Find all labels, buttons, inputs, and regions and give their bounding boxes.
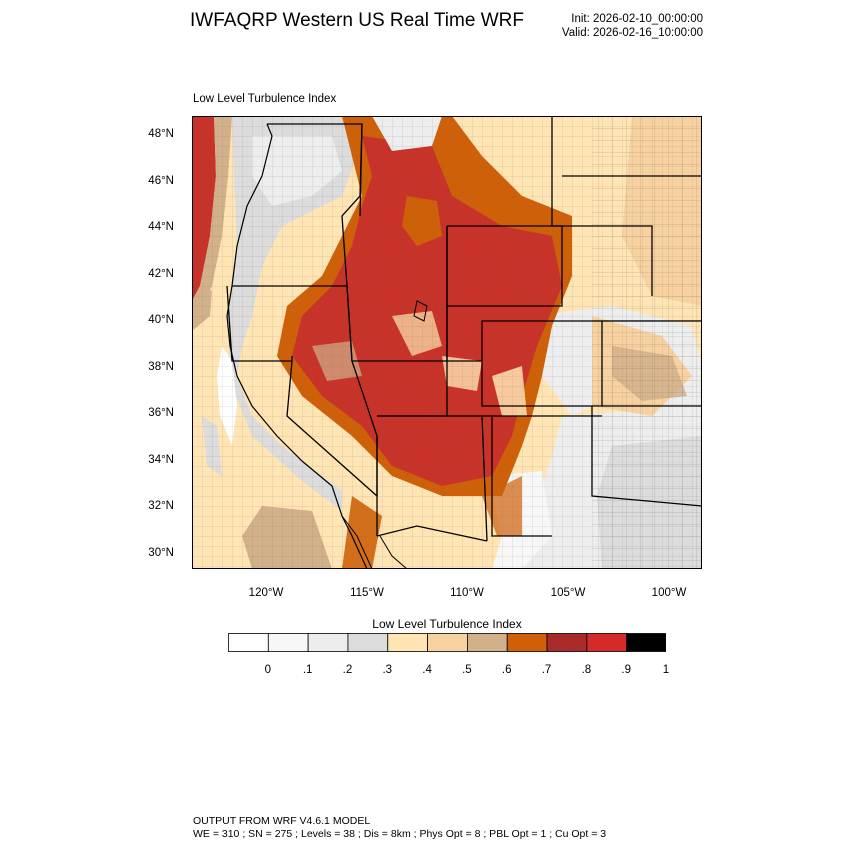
colorbar	[228, 633, 666, 652]
colorbar-tick-label: .7	[541, 664, 552, 676]
colorbar-box	[506, 633, 548, 652]
colorbar-box	[228, 633, 269, 652]
colorbar-tick-label: .2	[342, 664, 353, 676]
colorbar-tick-label: .1	[302, 664, 313, 676]
colorbar-box	[626, 633, 666, 652]
pacific-coastline	[226, 123, 368, 569]
model-info-line1: OUTPUT FROM WRF V4.6.1 MODEL	[193, 815, 371, 827]
colorbar-tick-label: .6	[501, 664, 512, 676]
colorbar-tick-label: .4	[422, 664, 432, 676]
colorbar-box	[546, 633, 588, 652]
colorbar-tick-label: .3	[382, 664, 393, 676]
lon-label: 100°W	[651, 587, 687, 599]
plot-title: IWFAQRP Western US Real Time WRF	[190, 10, 524, 31]
lat-label: 46°N	[148, 175, 174, 187]
colorbar-tick-label: 0	[264, 664, 272, 676]
colorbar-box	[467, 633, 508, 652]
colorbar-title: Low Level Turbulence Index	[372, 617, 522, 631]
init-time: Init: 2026-02-10_00:00:00	[571, 13, 703, 25]
lat-label: 34°N	[148, 454, 174, 466]
colorbar-tick-label: .8	[581, 664, 592, 676]
turbulence-map	[192, 116, 702, 569]
map-subtitle: Low Level Turbulence Index	[193, 93, 337, 105]
colorbar-box	[387, 633, 428, 652]
great-salt-lake	[413, 300, 428, 322]
lat-label: 40°N	[148, 314, 174, 326]
colorbar-box	[586, 633, 628, 652]
lat-label: 42°N	[148, 268, 174, 280]
colorbar-box	[307, 633, 349, 652]
colorbar-tick-label: .5	[462, 664, 472, 676]
lat-label: 32°N	[148, 500, 174, 512]
colorbar-tick-label: 1	[662, 664, 670, 676]
colorbar-box	[427, 633, 468, 652]
lon-label: 105°W	[550, 587, 586, 599]
lon-label: 120°W	[248, 587, 284, 599]
lat-label: 36°N	[148, 407, 174, 419]
lon-label: 115°W	[350, 587, 384, 599]
colorbar-box	[347, 633, 389, 652]
colorbar-tick-label: .9	[621, 664, 631, 676]
lon-label: 110°W	[450, 587, 484, 599]
lat-label: 30°N	[148, 547, 174, 559]
lat-label: 44°N	[148, 221, 174, 233]
lat-label: 38°N	[148, 361, 174, 373]
model-info-line2: WE = 310 ; SN = 275 ; Levels = 38 ; Dis …	[193, 828, 607, 840]
state-borders	[226, 116, 702, 542]
lat-label: 48°N	[148, 128, 174, 140]
map-frame	[192, 116, 702, 569]
colorbar-box	[267, 633, 309, 652]
valid-time: Valid: 2026-02-16_10:00:00	[561, 27, 703, 39]
